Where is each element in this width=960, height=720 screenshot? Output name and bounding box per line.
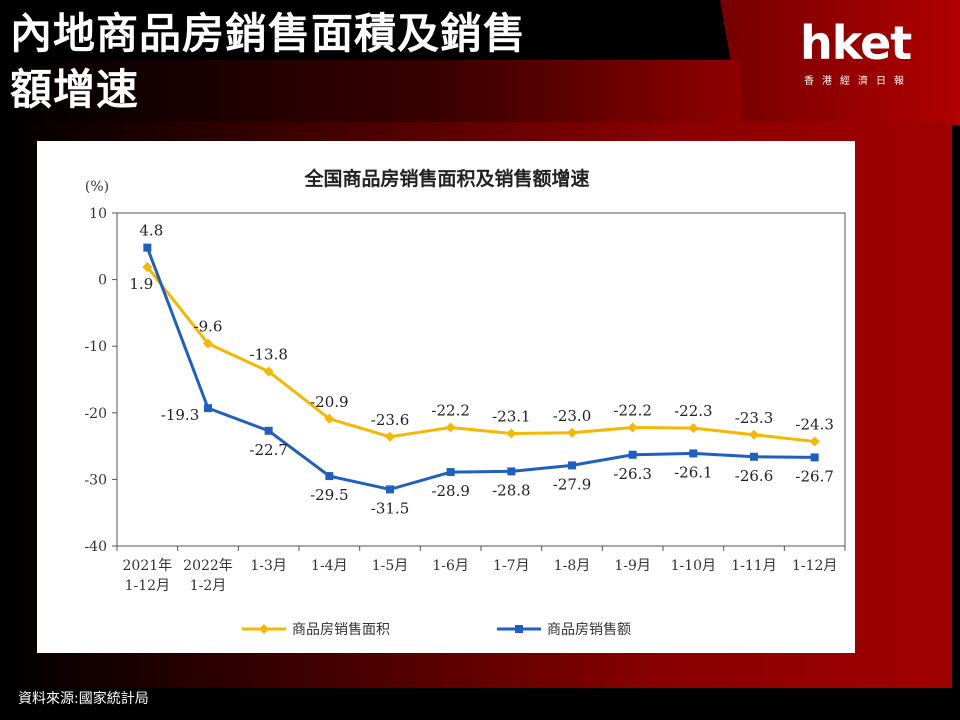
chart-legend: 商品房销售面积 商品房销售额 bbox=[242, 622, 631, 638]
x-tick-label: 1-6月 bbox=[432, 558, 469, 574]
sales-data-label: -27.9 bbox=[553, 475, 591, 493]
sales-point bbox=[446, 468, 455, 477]
sales-point bbox=[143, 243, 152, 252]
sales-point bbox=[386, 485, 394, 494]
y-axis-unit: (%) bbox=[85, 179, 109, 195]
area-point bbox=[688, 423, 699, 434]
sales-data-label: -26.3 bbox=[613, 465, 651, 483]
area-point bbox=[506, 428, 517, 439]
sales-point bbox=[325, 472, 334, 481]
area-data-label: -20.9 bbox=[310, 393, 348, 411]
x-tick-label: 1-11月 bbox=[731, 558, 776, 574]
page-title: 內地商品房銷售面積及銷售 額增速 bbox=[10, 9, 527, 114]
y-tick-label: 0 bbox=[98, 273, 107, 289]
legend-marker bbox=[515, 625, 523, 633]
sales-data-label: -19.3 bbox=[161, 406, 199, 424]
area-point bbox=[445, 422, 456, 433]
area-data-label: -22.2 bbox=[613, 401, 651, 419]
x-tick-label: 1-3月 bbox=[250, 558, 287, 574]
sales-point bbox=[689, 449, 698, 458]
hket-logo: hket 香港經濟日報 bbox=[800, 18, 940, 88]
sales-point bbox=[568, 461, 576, 470]
sales-point bbox=[507, 467, 516, 476]
x-tick-label: 1-7月 bbox=[493, 558, 530, 574]
y-tick-label: 10 bbox=[89, 206, 107, 222]
legend-label: 商品房销售面积 bbox=[292, 622, 390, 638]
area-data-label: 1.9 bbox=[129, 275, 153, 293]
x-tick-label: 1-8月 bbox=[554, 558, 591, 574]
area-point bbox=[809, 436, 820, 447]
area-point bbox=[567, 427, 577, 438]
sales-data-label: -28.8 bbox=[492, 481, 530, 499]
logo-text: hket bbox=[800, 16, 912, 70]
legend-marker bbox=[259, 624, 269, 634]
logo-subtitle: 香港經濟日報 bbox=[804, 76, 912, 87]
sales-point bbox=[204, 404, 212, 413]
y-tick-label: -40 bbox=[84, 539, 107, 555]
line-chart: 全国商品房销售面积及销售额增速 (%) 10 0 -10 -20 -30 -40 2021年… bbox=[84, 167, 846, 638]
area-data-label: -23.1 bbox=[492, 407, 530, 425]
sales-data-label: -29.5 bbox=[310, 486, 348, 504]
area-point bbox=[203, 338, 213, 349]
area-point bbox=[263, 366, 274, 377]
area-data-label: -9.6 bbox=[194, 318, 223, 336]
sales-data-label: 4.8 bbox=[139, 222, 163, 240]
y-tick-label: -20 bbox=[84, 406, 107, 422]
sales-data-label: -22.7 bbox=[249, 441, 287, 459]
sales-point bbox=[264, 426, 273, 435]
area-data-label: -23.3 bbox=[735, 409, 773, 427]
sales-data-label: -28.9 bbox=[431, 482, 469, 500]
chart-title: 全国商品房销售面积及销售额增速 bbox=[303, 167, 589, 190]
sales-data-label: -31.5 bbox=[371, 499, 409, 517]
legend-label: 商品房销售额 bbox=[547, 622, 631, 638]
area-point bbox=[385, 431, 395, 442]
x-tick-label: 1-12月 bbox=[792, 558, 837, 574]
chart-panel: 全国商品房销售面积及销售额增速 (%) 10 0 -10 -20 -30 -40 2021年… bbox=[37, 141, 855, 653]
area-data-label: -24.3 bbox=[795, 415, 833, 433]
y-tick-label: -10 bbox=[84, 339, 107, 355]
area-data-label: -23.6 bbox=[371, 411, 409, 429]
header-banner-shape bbox=[0, 0, 742, 125]
area-data-label: -22.3 bbox=[674, 402, 712, 420]
area-series-line bbox=[146, 266, 815, 443]
x-tick-label: 2022年 1-2月 bbox=[183, 558, 233, 594]
x-tick-label: 1-10月 bbox=[671, 558, 716, 574]
sales-point bbox=[810, 453, 819, 462]
sales-data-label: -26.7 bbox=[795, 467, 833, 485]
area-data-label: -23.0 bbox=[553, 407, 591, 425]
area-point bbox=[749, 429, 759, 440]
x-tick-label: 1-9月 bbox=[614, 558, 651, 574]
sales-data-label: -26.6 bbox=[735, 467, 773, 485]
sales-data-label: -26.1 bbox=[674, 463, 712, 481]
sales-series-line bbox=[145, 247, 815, 491]
area-point bbox=[142, 261, 153, 272]
area-point bbox=[627, 422, 638, 433]
x-tick-label: 1-4月 bbox=[311, 558, 348, 574]
plot-area bbox=[116, 212, 846, 547]
x-tick-label: 2021年 1-12月 bbox=[123, 558, 173, 594]
area-data-label: -13.8 bbox=[249, 346, 287, 364]
area-point bbox=[324, 413, 335, 424]
sales-point bbox=[750, 452, 758, 461]
x-tick-label: 1-5月 bbox=[372, 558, 409, 574]
area-data-label: -22.2 bbox=[431, 401, 469, 419]
source-note: 資料來源:國家統計局 bbox=[18, 691, 149, 707]
sales-point bbox=[628, 450, 637, 459]
y-tick-label: -30 bbox=[84, 472, 107, 488]
